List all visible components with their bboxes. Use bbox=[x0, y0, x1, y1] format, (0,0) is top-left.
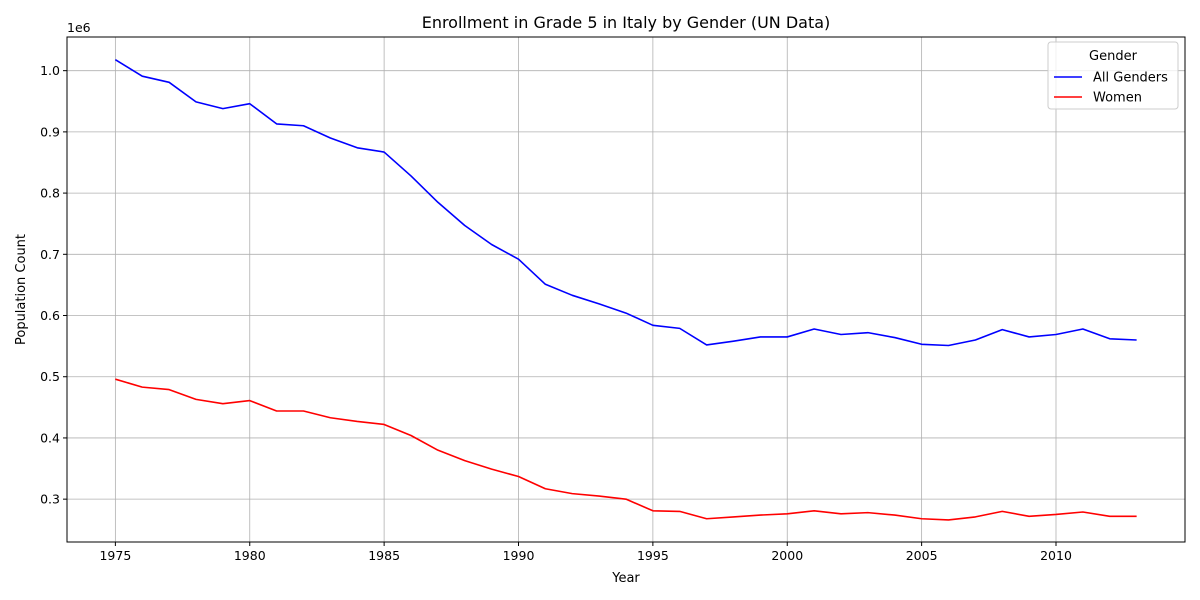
y-tick-label: 0.6 bbox=[40, 308, 60, 323]
series-lines bbox=[114, 58, 1137, 521]
y-tick-label: 1.0 bbox=[40, 63, 60, 78]
y-tick-label: 0.9 bbox=[40, 124, 60, 139]
legend: Gender All Genders Women bbox=[1047, 41, 1179, 110]
x-tick-label: 1990 bbox=[503, 548, 535, 563]
x-tick-label: 1980 bbox=[234, 548, 266, 563]
y-axis-ticks: 0.3 0.4 0.5 0.6 0.7 0.8 0.9 1.0 bbox=[40, 63, 67, 507]
series-line-women bbox=[115, 378, 1137, 521]
y-axis-label: Population Count bbox=[14, 234, 29, 345]
x-tick-label: 2010 bbox=[1040, 548, 1072, 563]
x-tick-label: 1985 bbox=[368, 548, 400, 563]
legend-title: Gender bbox=[1089, 49, 1138, 64]
legend-box bbox=[1047, 41, 1179, 110]
y-tick-label: 0.7 bbox=[40, 247, 60, 262]
x-tick-label: 2000 bbox=[771, 548, 803, 563]
x-tick-label: 1995 bbox=[637, 548, 669, 563]
x-tick-label: 2005 bbox=[906, 548, 938, 563]
y-tick-label: 0.5 bbox=[40, 369, 60, 384]
series-line-all-genders bbox=[114, 58, 1137, 347]
y-offset-label: 1e6 bbox=[67, 20, 91, 35]
x-axis-ticks: 1975 1980 1985 1990 1995 2000 2005 2010 bbox=[99, 542, 1072, 563]
y-tick-label: 0.4 bbox=[40, 430, 60, 445]
grid-lines bbox=[67, 37, 1185, 542]
plot-area-frame bbox=[66, 36, 1186, 543]
x-tick-label: 1975 bbox=[99, 548, 131, 563]
x-axis-label: Year bbox=[611, 571, 640, 586]
legend-label-women: Women bbox=[1093, 91, 1142, 106]
y-tick-label: 0.8 bbox=[40, 186, 60, 201]
legend-label-all-genders: All Genders bbox=[1093, 71, 1168, 86]
chart-title: Enrollment in Grade 5 in Italy by Gender… bbox=[422, 13, 831, 32]
y-tick-label: 0.3 bbox=[40, 492, 60, 507]
